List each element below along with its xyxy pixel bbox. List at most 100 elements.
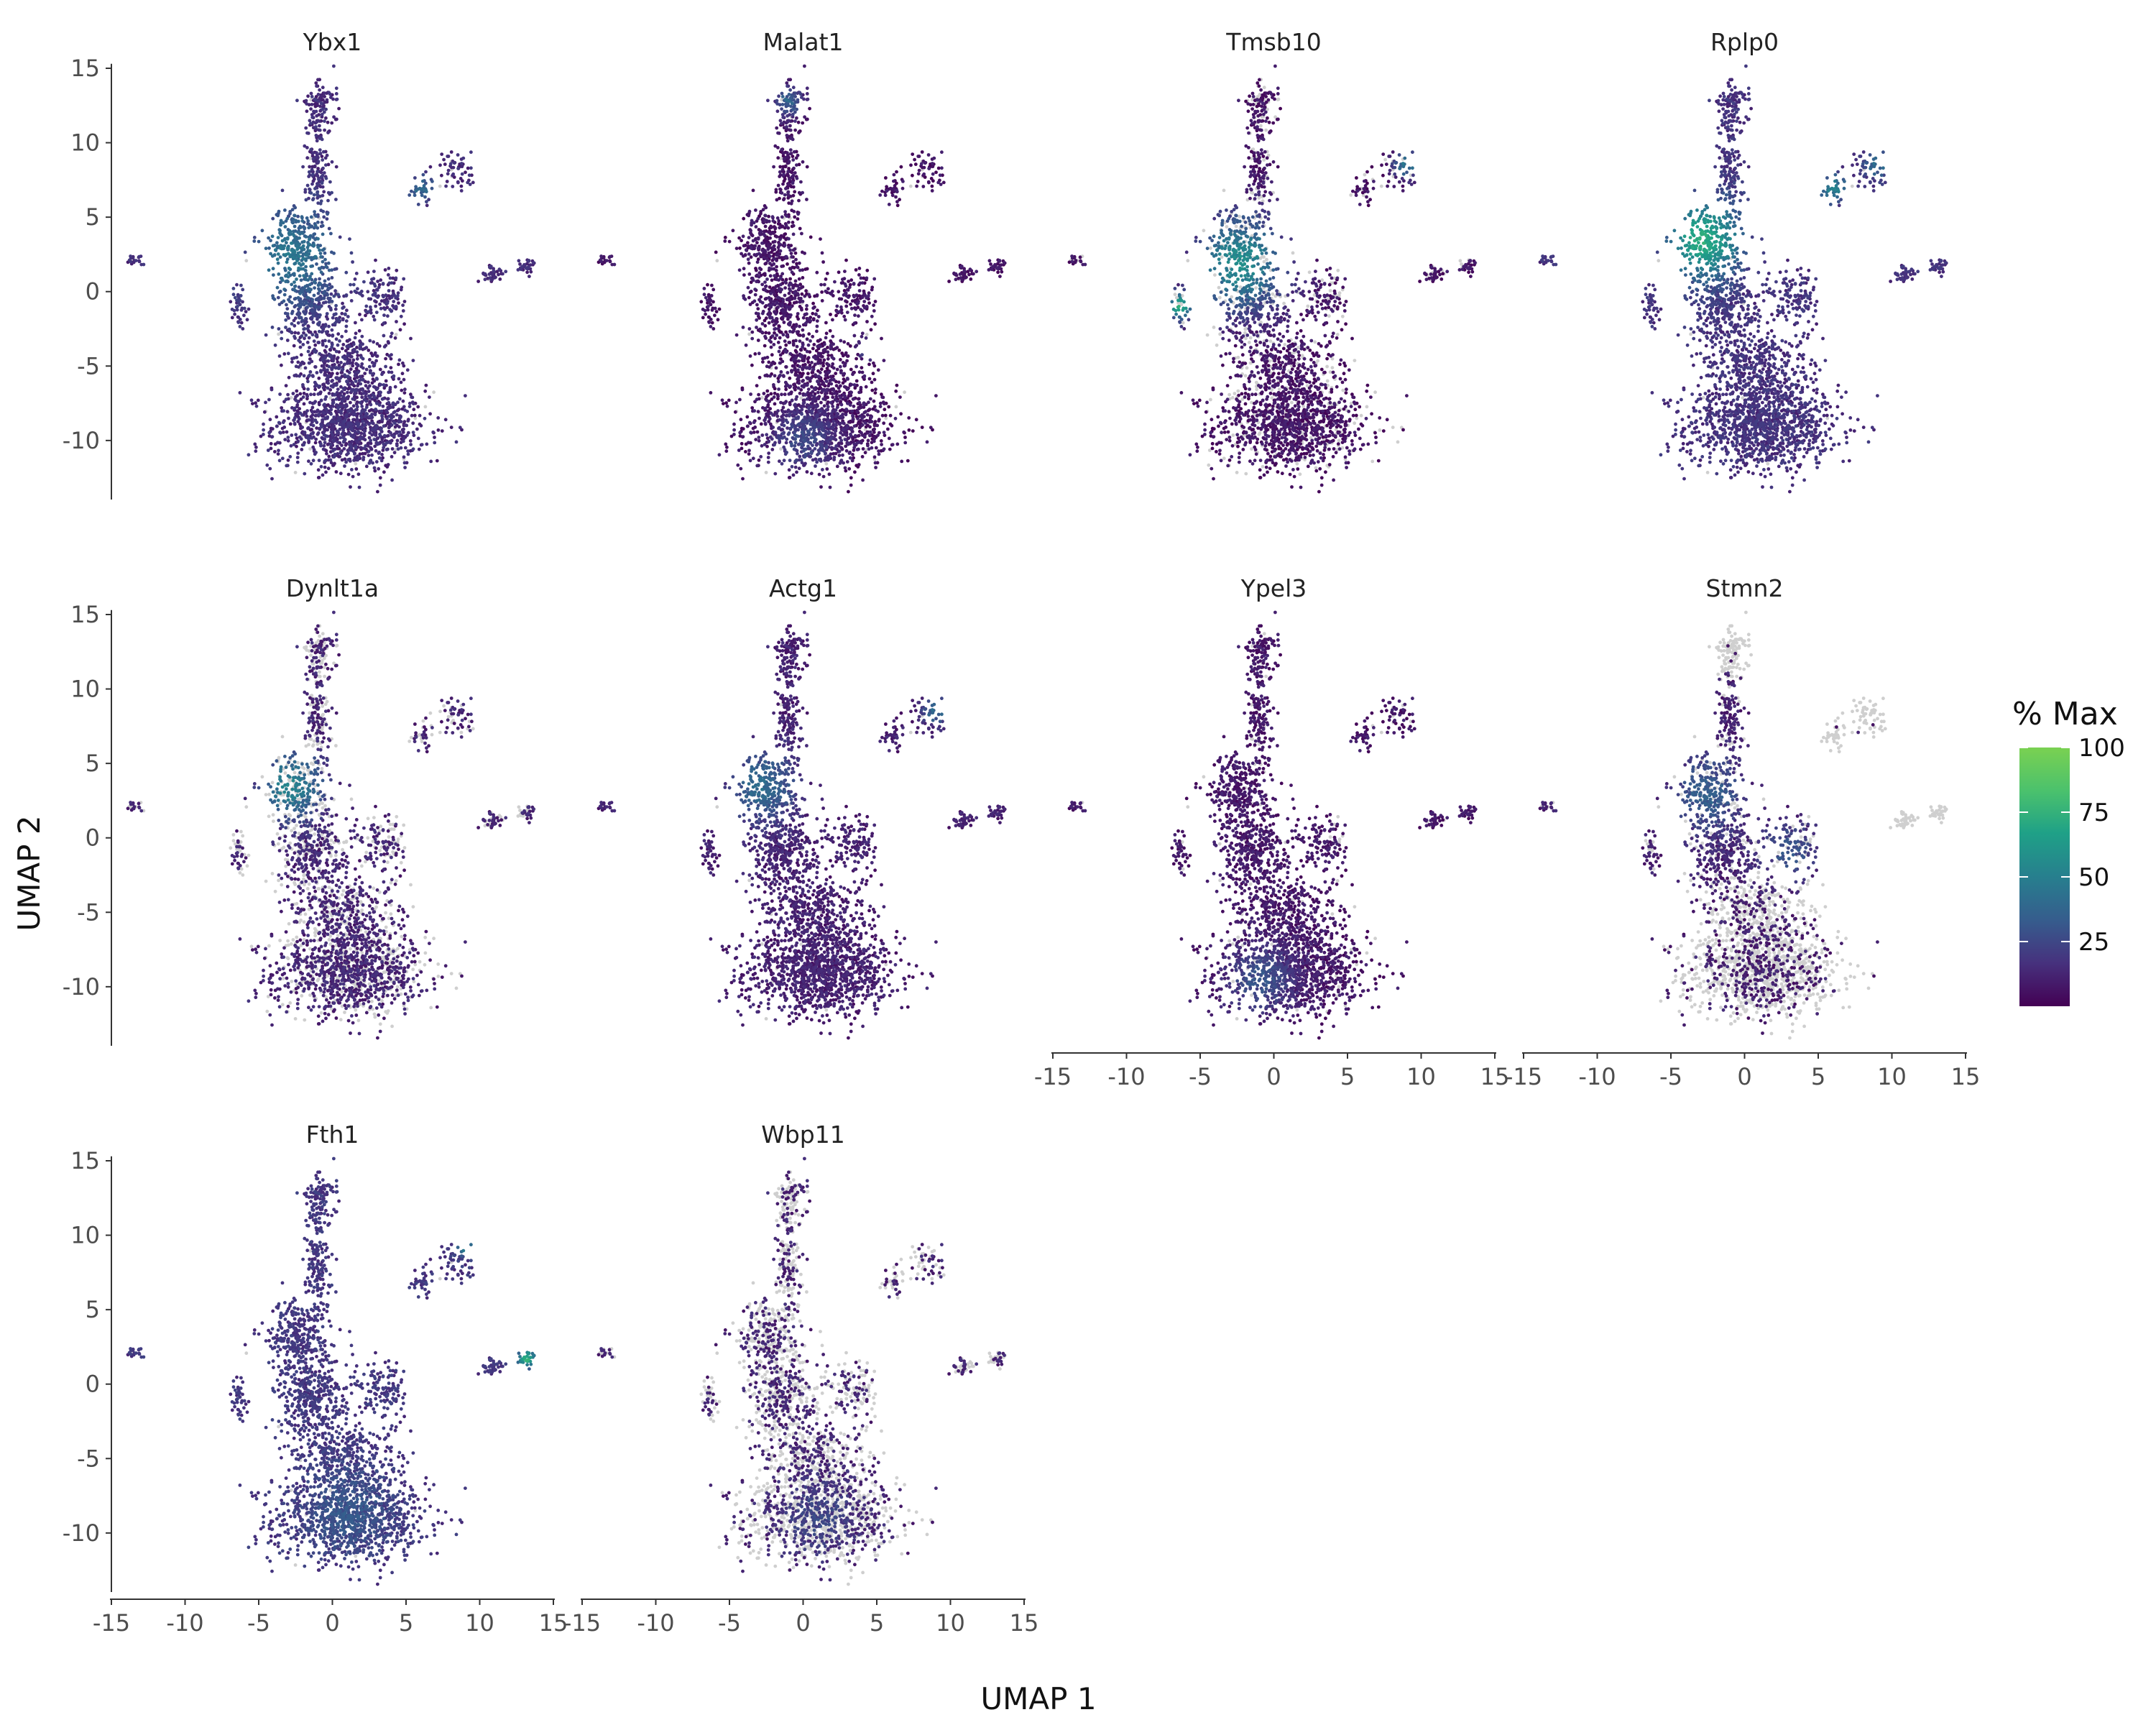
cell-point — [290, 433, 293, 437]
cell-point — [313, 280, 316, 284]
cell-point — [382, 334, 386, 338]
cell-point — [764, 285, 768, 288]
cell-point — [380, 414, 384, 418]
cell-point — [352, 359, 356, 362]
cell-point — [763, 344, 767, 348]
cell-point — [870, 315, 874, 318]
cell-point — [921, 150, 924, 154]
cell-point — [852, 418, 855, 421]
cell-point — [768, 254, 772, 258]
cell-point — [714, 307, 717, 310]
cell-point — [755, 241, 759, 244]
cell-point — [788, 249, 792, 252]
cell-point — [307, 459, 310, 463]
cell-point — [329, 96, 333, 99]
cell-point — [779, 447, 783, 451]
cell-point — [420, 443, 424, 446]
cell-point — [425, 203, 429, 207]
cell-point — [742, 244, 746, 248]
cell-point — [874, 423, 877, 427]
cell-point — [402, 277, 405, 281]
cell-point — [311, 333, 315, 336]
cell-point — [825, 467, 829, 471]
cell-point — [931, 189, 934, 193]
cell-point — [310, 428, 313, 431]
cell-point — [379, 428, 383, 431]
cell-point — [857, 463, 861, 466]
cell-point — [282, 288, 286, 291]
cell-point — [497, 273, 500, 277]
cell-point — [779, 173, 783, 177]
cell-point — [341, 343, 345, 346]
cell-point — [894, 417, 898, 420]
cell-point — [783, 280, 787, 284]
cell-point — [302, 443, 305, 446]
cell-point — [861, 423, 865, 427]
cell-point — [285, 384, 288, 387]
cell-point — [791, 138, 795, 142]
cell-point — [332, 115, 336, 119]
cell-point — [879, 402, 883, 405]
cell-point — [382, 424, 386, 428]
cell-point — [352, 343, 356, 346]
cell-point — [316, 237, 320, 241]
cell-point — [350, 252, 354, 255]
cell-point — [413, 414, 417, 418]
cell-point — [755, 397, 759, 401]
cell-point — [429, 165, 433, 169]
cell-point — [298, 232, 302, 236]
cell-point — [801, 293, 804, 296]
cell-point — [335, 403, 338, 407]
cell-point — [300, 215, 304, 218]
cell-point — [247, 308, 251, 311]
cell-point — [335, 118, 338, 121]
cell-point — [410, 395, 413, 399]
cell-point — [793, 382, 796, 386]
cell-point — [818, 383, 821, 387]
cell-point — [750, 331, 754, 334]
cell-point — [865, 385, 868, 389]
cell-point — [250, 398, 254, 402]
cell-point — [367, 270, 370, 274]
cell-point — [376, 441, 379, 445]
cell-point — [425, 384, 428, 387]
cell-point — [753, 244, 757, 248]
cell-point — [304, 126, 308, 130]
cell-point — [276, 214, 280, 218]
cell-point — [279, 255, 282, 259]
cell-point — [900, 165, 903, 169]
cell-point — [782, 406, 786, 410]
cell-point — [379, 476, 382, 479]
cell-point — [246, 318, 249, 321]
cell-point — [801, 276, 805, 280]
cell-point — [267, 247, 271, 250]
cell-point — [272, 267, 275, 270]
cell-point — [728, 240, 732, 244]
cell-point — [808, 319, 812, 323]
cell-point — [747, 333, 751, 336]
cell-point — [888, 203, 891, 206]
cell-point — [757, 439, 761, 443]
cell-point — [837, 270, 841, 274]
cell-point — [334, 312, 338, 316]
cell-point — [328, 339, 331, 343]
cell-point — [323, 373, 326, 377]
cell-point — [749, 303, 752, 306]
cell-point — [335, 397, 338, 401]
cell-point — [303, 285, 307, 288]
cell-point — [327, 365, 331, 369]
cell-point — [326, 317, 329, 321]
cell-point — [745, 344, 748, 347]
cell-point — [244, 310, 248, 313]
cell-point — [372, 293, 375, 297]
cell-point — [234, 296, 237, 300]
cell-point — [334, 198, 338, 201]
cell-point — [299, 300, 303, 303]
cell-point — [823, 283, 826, 287]
cell-point — [303, 144, 306, 148]
cell-point — [257, 399, 260, 402]
cell-point — [361, 378, 365, 382]
cell-point — [466, 167, 470, 170]
cell-point — [335, 86, 338, 90]
cell-point — [309, 370, 313, 374]
